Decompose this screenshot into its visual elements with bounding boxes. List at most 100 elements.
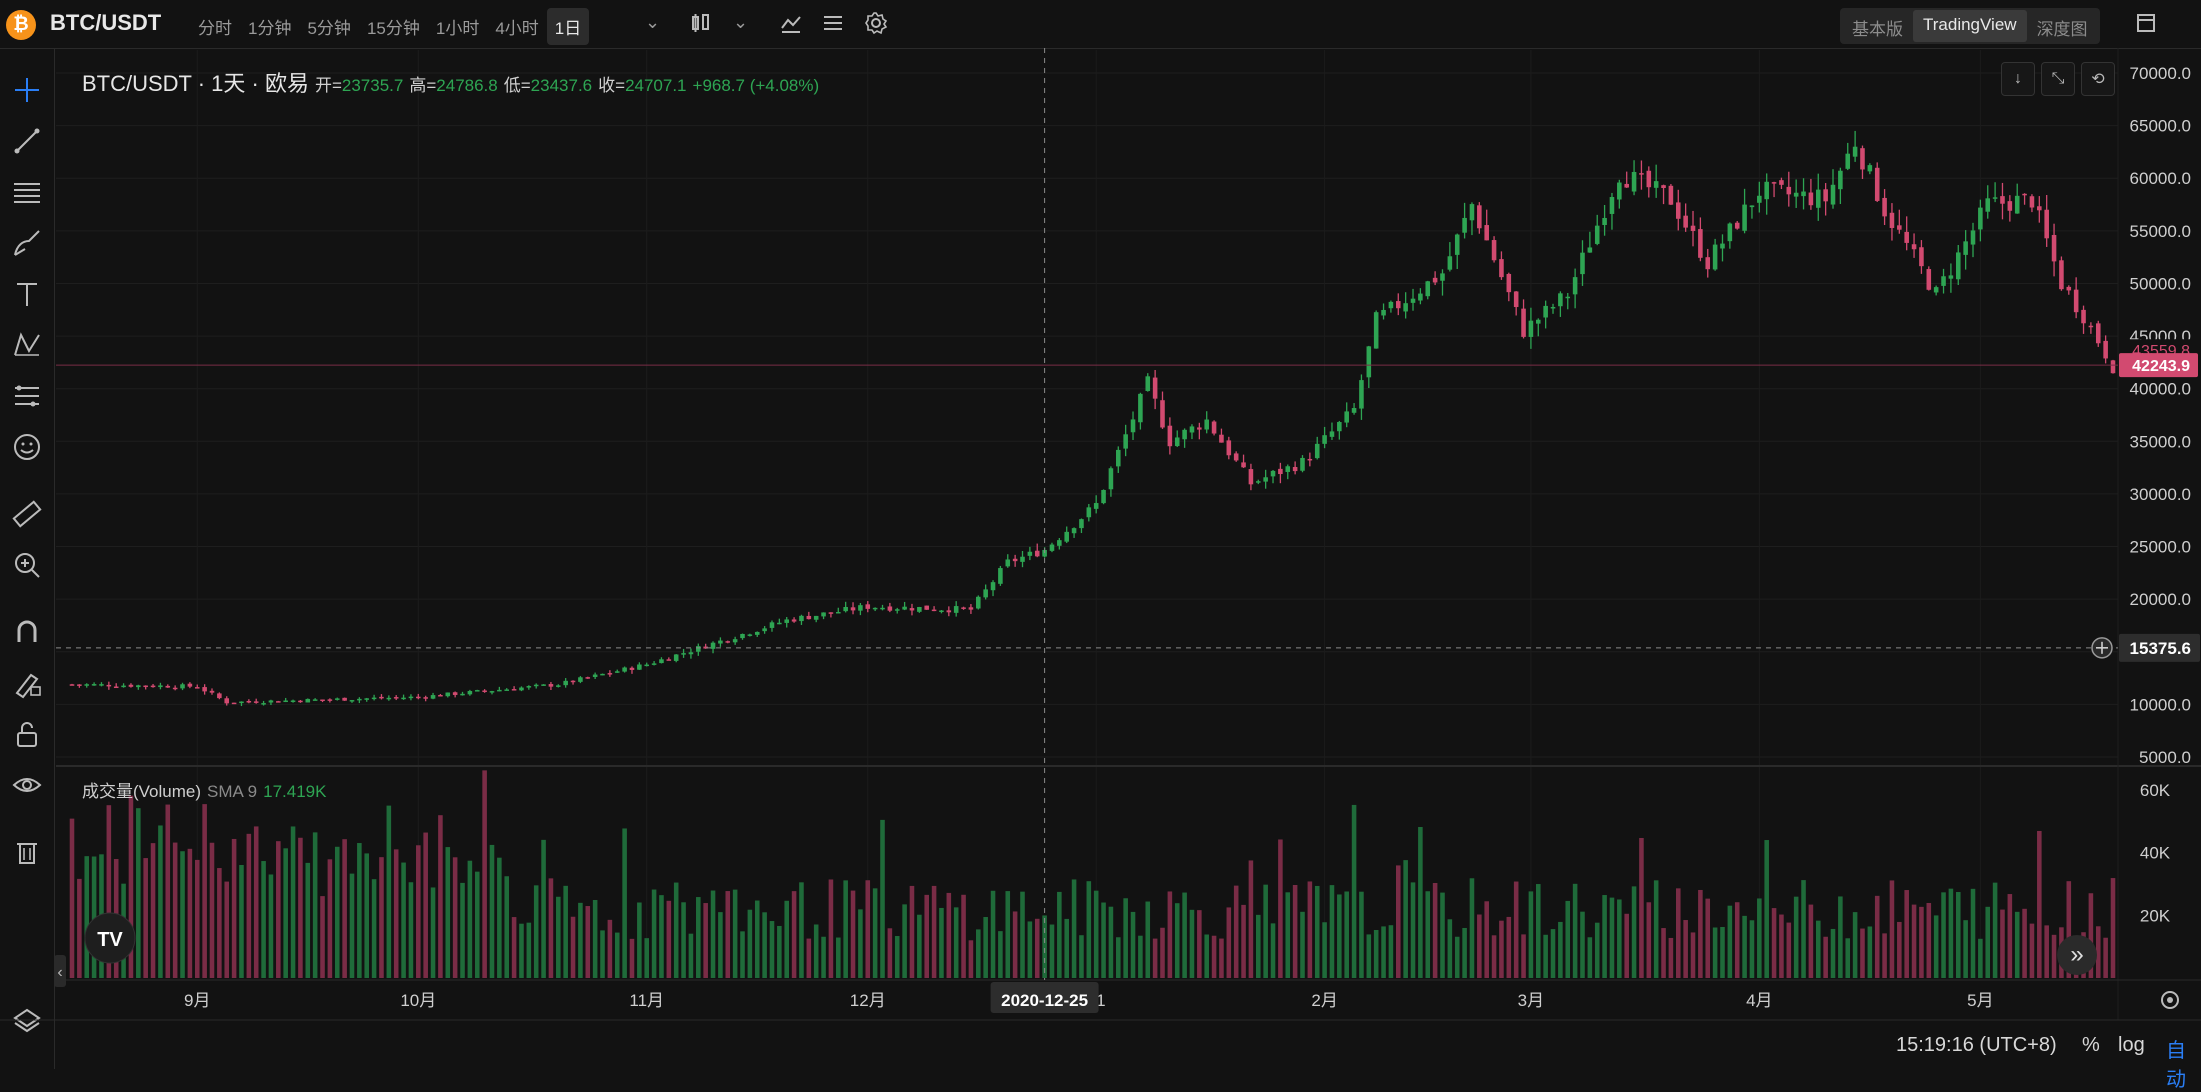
volume-bar [1116,937,1121,978]
volume-bar [541,839,546,978]
candle-body [1329,431,1335,437]
candle-body [276,701,281,703]
unlock-icon[interactable] [9,716,45,752]
volume-bar [1985,906,1991,978]
collapse-toolbar-glyph: ‹ [57,964,62,981]
text-tool-icon[interactable] [9,276,45,312]
candle-body [231,702,237,705]
candle-body [872,607,878,610]
candle-body [556,685,561,687]
volume-bar [1278,839,1283,978]
volume-bar [1712,927,1718,978]
volume-bar [592,900,598,978]
candle-body [224,698,230,704]
pattern-tool-icon[interactable] [9,327,45,363]
candle-body [777,622,782,625]
volume-bar [1948,888,1954,978]
interval-6[interactable]: 1日 [546,8,590,45]
volume-bar [1919,906,1924,978]
volume-bar [1661,928,1666,978]
candle-body [1617,182,1622,200]
zoom-in-icon[interactable] [9,547,45,583]
interval-5[interactable]: 4小时 [495,19,539,38]
scroll-right-icon[interactable] [2057,935,2097,975]
volume-bar [1233,885,1239,978]
candle-body [1757,195,1762,203]
candle-body [1624,183,1629,188]
window-icon[interactable] [2135,12,2157,39]
eye-icon[interactable] [9,767,45,803]
auto-scale-button[interactable]: 自动 [2166,1040,2186,1091]
volume-bar [1528,891,1534,978]
volume-bar [1631,886,1637,978]
lock-drawing-icon[interactable] [9,665,45,701]
volume-bar [430,887,436,978]
candle-body [511,689,517,691]
candle-body [2044,209,2049,239]
price-tick-label: 60000.0 [2130,169,2191,188]
volume-bar [194,859,200,978]
volume-bar [1130,911,1136,978]
candle-body [710,642,716,649]
candle-body [1079,519,1084,529]
volume-bar [497,857,502,978]
ruler-tool-icon[interactable] [9,496,45,532]
volume-bar [1690,932,1696,978]
view-tab-1[interactable]: TradingView [1913,10,2027,42]
fib-tool-icon[interactable] [9,378,45,414]
view-tabs: 基本版 TradingView 深度图 [1840,8,2100,44]
volume-bar [872,888,878,978]
volume-label[interactable]: 成交量(Volume) [82,782,202,801]
collapse-icon[interactable]: ⤡ [2041,62,2075,96]
volume-bar [349,873,355,978]
volume-bar [1351,804,1357,978]
candle-body [533,684,539,687]
log-scale-button[interactable]: log [2118,1034,2145,1056]
view-tab-2[interactable]: 深度图 [2036,20,2088,39]
refresh-icon[interactable]: ⟲ [2081,62,2115,96]
view-tab-0[interactable]: 基本版 [1852,20,1903,39]
candle-body [1558,293,1563,307]
candle-body [2059,260,2064,290]
candle-body [983,589,988,598]
interval-4[interactable]: 1小时 [435,19,480,38]
chevron-down-icon[interactable]: ⌄ [733,12,749,32]
brush-tool-icon[interactable] [9,225,45,261]
candle-type-icon[interactable] [690,12,712,39]
candle-body [1668,185,1674,205]
volume-bar [165,804,171,978]
candle-body [1086,507,1092,518]
percent-scale-button[interactable]: % [2082,1034,2100,1056]
candle-body [1174,437,1180,447]
volume-bar [2088,893,2094,978]
layers-icon[interactable] [9,1002,45,1038]
volume-bar [843,880,848,978]
collapse-toolbar-handle[interactable] [54,955,66,987]
trendline-tool-icon[interactable] [9,123,45,159]
candle-body [305,698,311,703]
chevron-down-icon[interactable]: ⌄ [645,12,661,32]
gear-icon[interactable] [864,11,888,40]
interval-2[interactable]: 5分钟 [307,19,351,38]
list-icon[interactable] [822,12,844,39]
volume-bar [607,919,613,978]
interval-0[interactable]: 分时 [198,19,232,38]
candle-body [1572,277,1578,295]
interval-1[interactable]: 1分钟 [248,19,292,38]
candle-body [880,607,885,610]
candle-body [629,667,635,670]
emoji-tool-icon[interactable] [9,429,45,465]
magnet-icon[interactable] [9,614,45,650]
arrow-down-icon[interactable]: ↓ [2001,62,2035,96]
parallel-lines-tool-icon[interactable] [9,174,45,210]
axis-settings-icon[interactable] [2161,991,2179,1009]
volume-bar [953,907,959,978]
crosshair-tool-icon[interactable] [9,72,45,108]
volume-bar [1565,900,1571,978]
price-chart[interactable]: 70000.065000.060000.055000.050000.045000… [0,0,2201,1069]
symbol-title[interactable]: BTC/USDT [50,10,162,35]
volume-bar [77,878,82,978]
indicators-icon[interactable] [780,12,802,39]
interval-3[interactable]: 15分钟 [366,19,420,38]
trash-icon[interactable] [9,834,45,870]
